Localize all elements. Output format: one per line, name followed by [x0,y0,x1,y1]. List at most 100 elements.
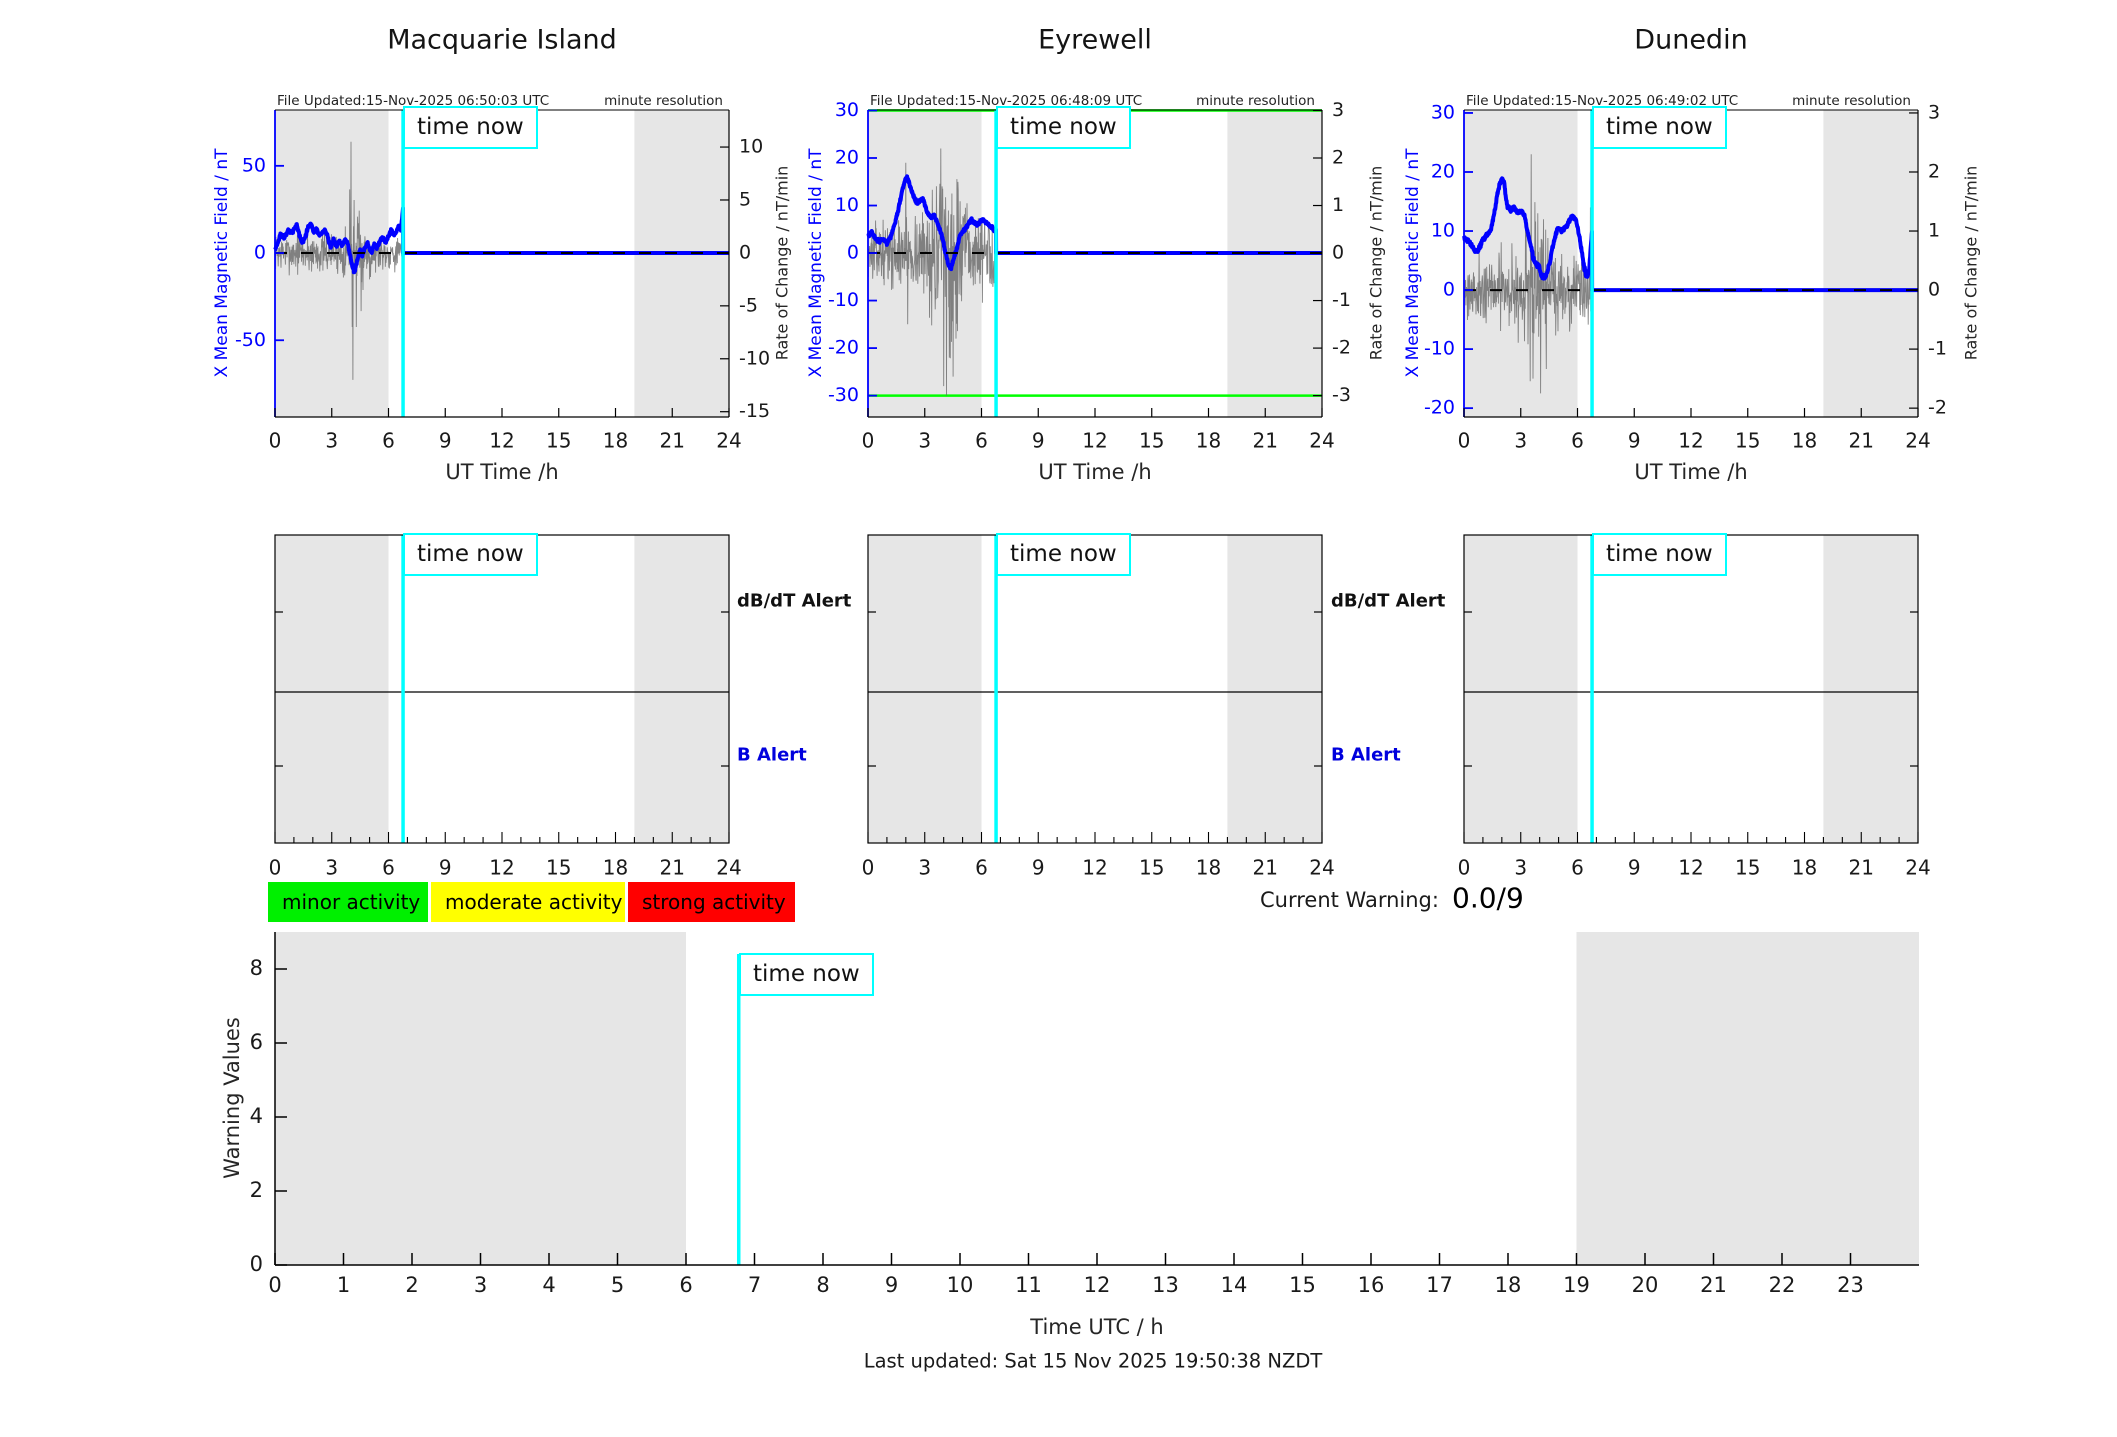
x-tick-label: 3 [1514,856,1527,880]
right-tick-label: -1 [1928,338,1947,360]
station-title-dunedin: Dunedin [1634,24,1748,56]
x-tick-label: 0 [269,429,282,453]
rate-of-change-noise-series [1463,154,1593,394]
x-tick-label: 24 [1905,856,1930,880]
x-tick-label: 20 [1632,1273,1659,1297]
y-tick-label: 6 [250,1030,263,1054]
left-tick-label: -20 [1424,397,1455,419]
x-tick-label: 21 [1253,856,1278,880]
x-tick-label: 6 [382,856,395,880]
x-tick-label: 12 [489,856,514,880]
right-tick-label: 10 [739,136,763,158]
x-tick-label: 14 [1221,1273,1248,1297]
file-updated-eyrewell: File Updated:15-Nov-2025 06:48:09 UTC [870,93,1143,109]
right-tick-label: 1 [1928,220,1940,242]
last-updated-text: Last updated: Sat 15 Nov 2025 19:50:38 N… [863,1349,1323,1373]
right-tick-label: -2 [1928,397,1947,419]
left-tick-label: 20 [1431,160,1455,182]
night-shading [275,535,389,843]
file-updated-macquarie: File Updated:15-Nov-2025 06:50:03 UTC [277,93,550,109]
y-axis-label-field-dunedin: X Mean Magnetic Field / nT [1403,148,1423,378]
x-tick-label: 3 [474,1273,487,1297]
x-tick-label: 6 [1571,856,1584,880]
night-shading [868,535,982,843]
x-tick-label: 7 [748,1273,761,1297]
x-tick-label: 15 [1139,429,1164,453]
left-tick-label: 30 [835,99,859,121]
left-tick-label: 0 [1443,279,1455,301]
y-tick-label: 0 [250,1252,263,1276]
x-axis-label-eyrewell: UT Time /h [1038,460,1152,484]
x-tick-label: 22 [1769,1273,1796,1297]
night-shading [634,110,729,417]
x-tick-label: 0 [269,856,282,880]
x-tick-label: 18 [603,856,628,880]
left-tick-label: -30 [828,384,859,406]
night-shading [1464,110,1578,417]
time-now-flag: time now [739,953,874,997]
x-axis-label-macquarie: UT Time /h [445,460,559,484]
time-now-flag: time now [1592,533,1727,577]
x-tick-label: 6 [382,429,395,453]
x-tick-label: 6 [975,429,988,453]
x-tick-label: 15 [1139,856,1164,880]
right-tick-label: 1 [1332,194,1344,216]
current-warning-label: Current Warning: [1260,888,1439,912]
x-tick-label: 23 [1837,1273,1864,1297]
x-tick-label: 4 [542,1273,555,1297]
rate-of-change-noise-series [274,141,404,380]
right-tick-label: 0 [1928,279,1940,301]
x-tick-label: 15 [1289,1273,1316,1297]
time-now-flag: time now [403,533,538,577]
x-tick-label: 9 [439,429,452,453]
left-tick-label: -20 [828,337,859,359]
y-tick-label: 2 [250,1178,263,1202]
time-now-flag: time now [403,106,538,150]
x-tick-label: 24 [1905,429,1930,453]
dbdt-alert-label: dB/dT Alert [737,590,852,612]
time-utc-axis-label: Time UTC / h [1030,1315,1164,1339]
night-shading [1227,535,1322,843]
alert-chart-2: 0 3 6 9 12 15 18 21 24 [1458,534,1931,880]
x-tick-label: 18 [603,429,628,453]
night-shading [275,932,686,1265]
x-tick-label: 24 [1309,856,1334,880]
legend-moderate-activity: moderate activity [431,882,625,922]
y-axis-label-field-macquarie: X Mean Magnetic Field / nT [212,148,232,378]
x-tick-label: 2 [405,1273,418,1297]
legend-strong-activity: strong activity [628,882,795,922]
left-tick-label: -50 [235,329,266,351]
left-tick-label: -10 [828,289,859,311]
right-tick-label: 2 [1928,160,1940,182]
time-now-flag: time now [1592,106,1727,150]
x-tick-label: 3 [1514,429,1527,453]
resolution-note-dunedin: minute resolution [1792,93,1911,109]
x-tick-label: 21 [1849,856,1874,880]
x-tick-label: 9 [885,1273,898,1297]
x-tick-label: 24 [716,856,741,880]
x-tick-label: 3 [918,429,931,453]
x-tick-label: 0 [268,1273,281,1297]
left-tick-label: 50 [242,154,266,176]
x-tick-label: 21 [1849,429,1874,453]
right-tick-label: 3 [1332,99,1344,121]
night-shading [1464,535,1578,843]
x-tick-label: 12 [1082,429,1107,453]
right-tick-label: 5 [739,188,751,210]
b-alert-label: B Alert [737,744,807,766]
x-tick-label: 24 [1309,429,1334,453]
x-tick-label: 0 [1458,856,1471,880]
x-tick-label: 15 [1735,429,1760,453]
x-tick-label: 12 [1678,429,1703,453]
x-tick-label: 18 [1792,429,1817,453]
x-tick-label: 9 [1628,856,1641,880]
alert-chart-0: 0 3 6 9 12 15 18 21 24 [269,534,742,880]
night-shading [634,535,729,843]
right-tick-label: -10 [739,347,770,369]
x-tick-label: 12 [1678,856,1703,880]
